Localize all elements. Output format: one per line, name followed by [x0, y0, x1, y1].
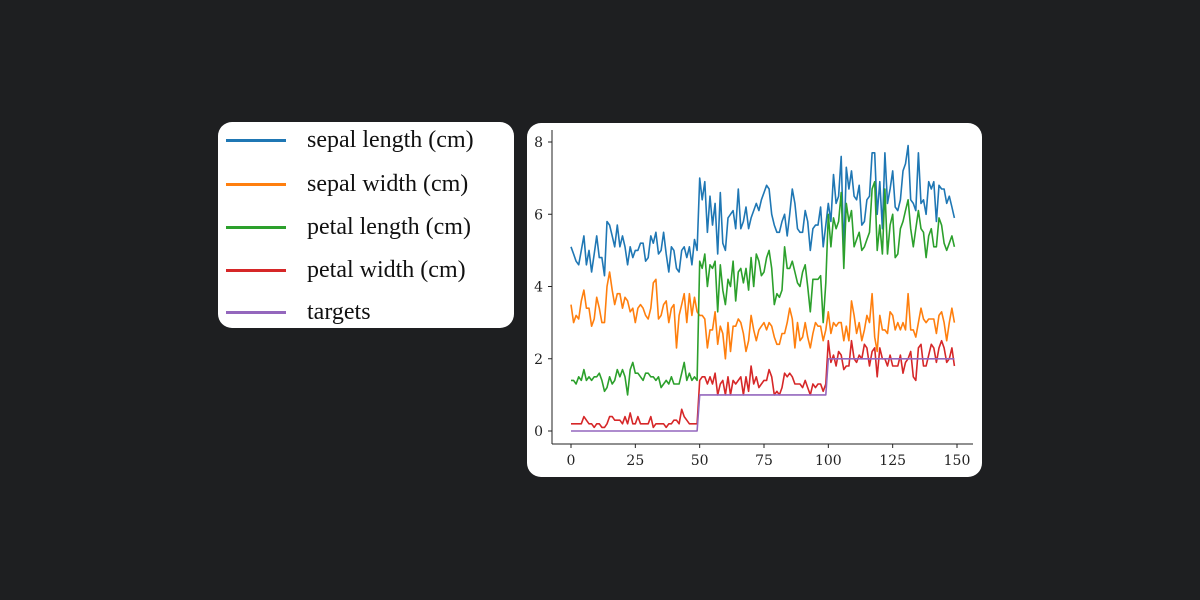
x-tick-label: 125: [879, 453, 906, 469]
x-tick-label: 75: [755, 453, 773, 469]
x-tick-label: 25: [626, 453, 644, 469]
series-line-petal-width-cm: [571, 339, 956, 429]
x-tick-label: 0: [567, 453, 576, 469]
y-tick-label: 4: [534, 280, 543, 296]
legend-item: targets: [218, 297, 514, 327]
series-line-targets: [571, 357, 955, 432]
legend-item: petal length (cm): [218, 212, 514, 242]
legend-line-swatch: [226, 183, 286, 186]
y-tick-label: 0: [534, 424, 543, 440]
x-tick-label: 50: [691, 453, 709, 469]
legend-line-swatch: [226, 311, 286, 314]
y-tick-label: 2: [534, 352, 543, 368]
x-tick-label: 100: [815, 453, 842, 469]
legend-label: sepal width (cm): [307, 171, 469, 197]
series-line-sepal-width-cm: [570, 271, 956, 360]
x-tick-label: 150: [944, 453, 971, 469]
legend-item: sepal length (cm): [218, 125, 514, 155]
series-line-sepal-length-cm: [570, 144, 956, 277]
legend-item: sepal width (cm): [218, 169, 514, 199]
legend-item: petal width (cm): [218, 255, 514, 285]
legend-line-swatch: [226, 226, 286, 229]
y-tick-label: 6: [534, 207, 543, 223]
chart-panel: [527, 123, 982, 477]
legend-label: petal length (cm): [307, 214, 471, 240]
legend-label: targets: [307, 299, 371, 325]
legend-label: sepal length (cm): [307, 127, 474, 153]
legend-line-swatch: [226, 139, 286, 142]
y-tick-label: 8: [534, 135, 543, 151]
series-line-petal-length-cm: [571, 180, 956, 396]
legend-label: petal width (cm): [307, 257, 466, 283]
legend-line-swatch: [226, 269, 286, 272]
legend: sepal length (cm) sepal width (cm) petal l…: [218, 122, 514, 328]
